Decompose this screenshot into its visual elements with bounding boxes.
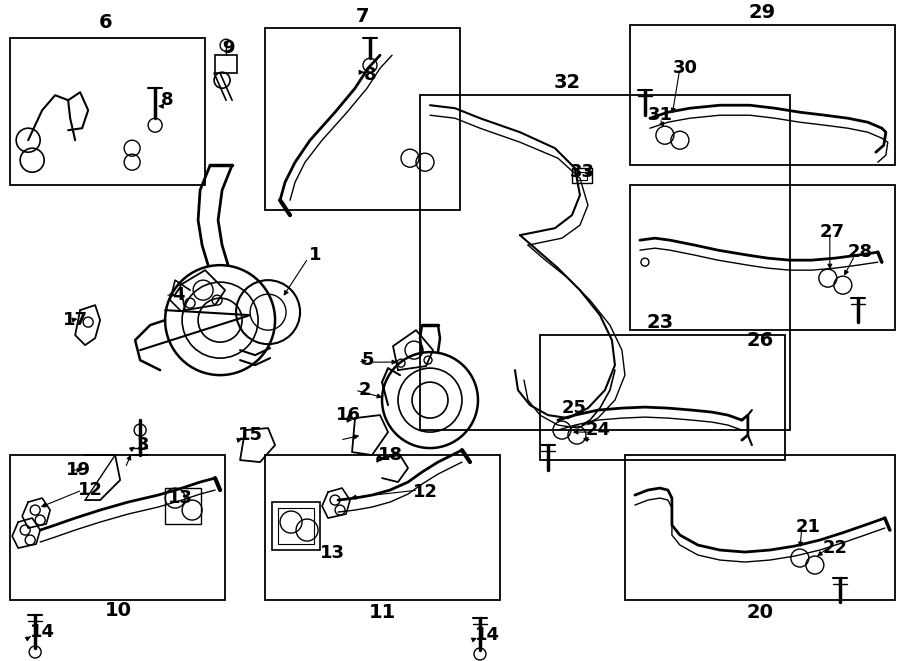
Text: 12: 12 (77, 481, 103, 499)
Text: 2: 2 (359, 381, 372, 399)
Text: 11: 11 (368, 603, 396, 621)
Bar (630, 185, 895, 330)
Text: 1: 1 (309, 246, 321, 264)
Bar (630, 25, 895, 165)
Text: 14: 14 (30, 623, 55, 641)
Text: 3: 3 (137, 436, 149, 454)
Text: 20: 20 (746, 603, 773, 621)
Text: 23: 23 (646, 313, 673, 332)
Text: 25: 25 (562, 399, 587, 417)
Bar (10, 38, 205, 185)
Text: 16: 16 (336, 406, 361, 424)
Text: 24: 24 (585, 421, 610, 439)
Text: 31: 31 (647, 106, 672, 124)
Text: 9: 9 (221, 39, 234, 58)
Text: 10: 10 (104, 601, 131, 619)
Text: 22: 22 (823, 539, 847, 557)
Bar (572, 168, 592, 183)
Text: 29: 29 (748, 3, 776, 22)
Text: 33: 33 (570, 163, 594, 181)
Text: 30: 30 (672, 59, 698, 77)
Bar (10, 455, 225, 600)
Bar (266, 28, 460, 210)
Text: 19: 19 (66, 461, 91, 479)
Text: 12: 12 (412, 483, 437, 501)
Text: 8: 8 (364, 66, 376, 84)
Bar (278, 508, 314, 544)
Text: 8: 8 (161, 91, 174, 109)
Bar (420, 95, 790, 430)
Text: 4: 4 (172, 286, 184, 304)
Text: 26: 26 (746, 330, 773, 350)
Text: 14: 14 (474, 626, 500, 644)
Text: 6: 6 (98, 13, 112, 32)
Text: 32: 32 (554, 73, 580, 92)
Text: 13: 13 (320, 544, 345, 562)
Text: 15: 15 (238, 426, 263, 444)
Text: 13: 13 (167, 489, 193, 507)
Bar (165, 488, 201, 524)
Text: 21: 21 (796, 518, 821, 536)
Text: 7: 7 (356, 7, 369, 26)
Text: 17: 17 (63, 311, 87, 329)
Text: 28: 28 (847, 243, 872, 261)
Bar (266, 455, 500, 600)
Text: 5: 5 (362, 351, 374, 369)
Bar (215, 56, 237, 73)
Bar (540, 335, 785, 460)
Text: 27: 27 (819, 223, 844, 241)
Text: 18: 18 (377, 446, 402, 464)
Bar (625, 455, 895, 600)
Bar (272, 502, 320, 550)
Bar (577, 173, 587, 180)
